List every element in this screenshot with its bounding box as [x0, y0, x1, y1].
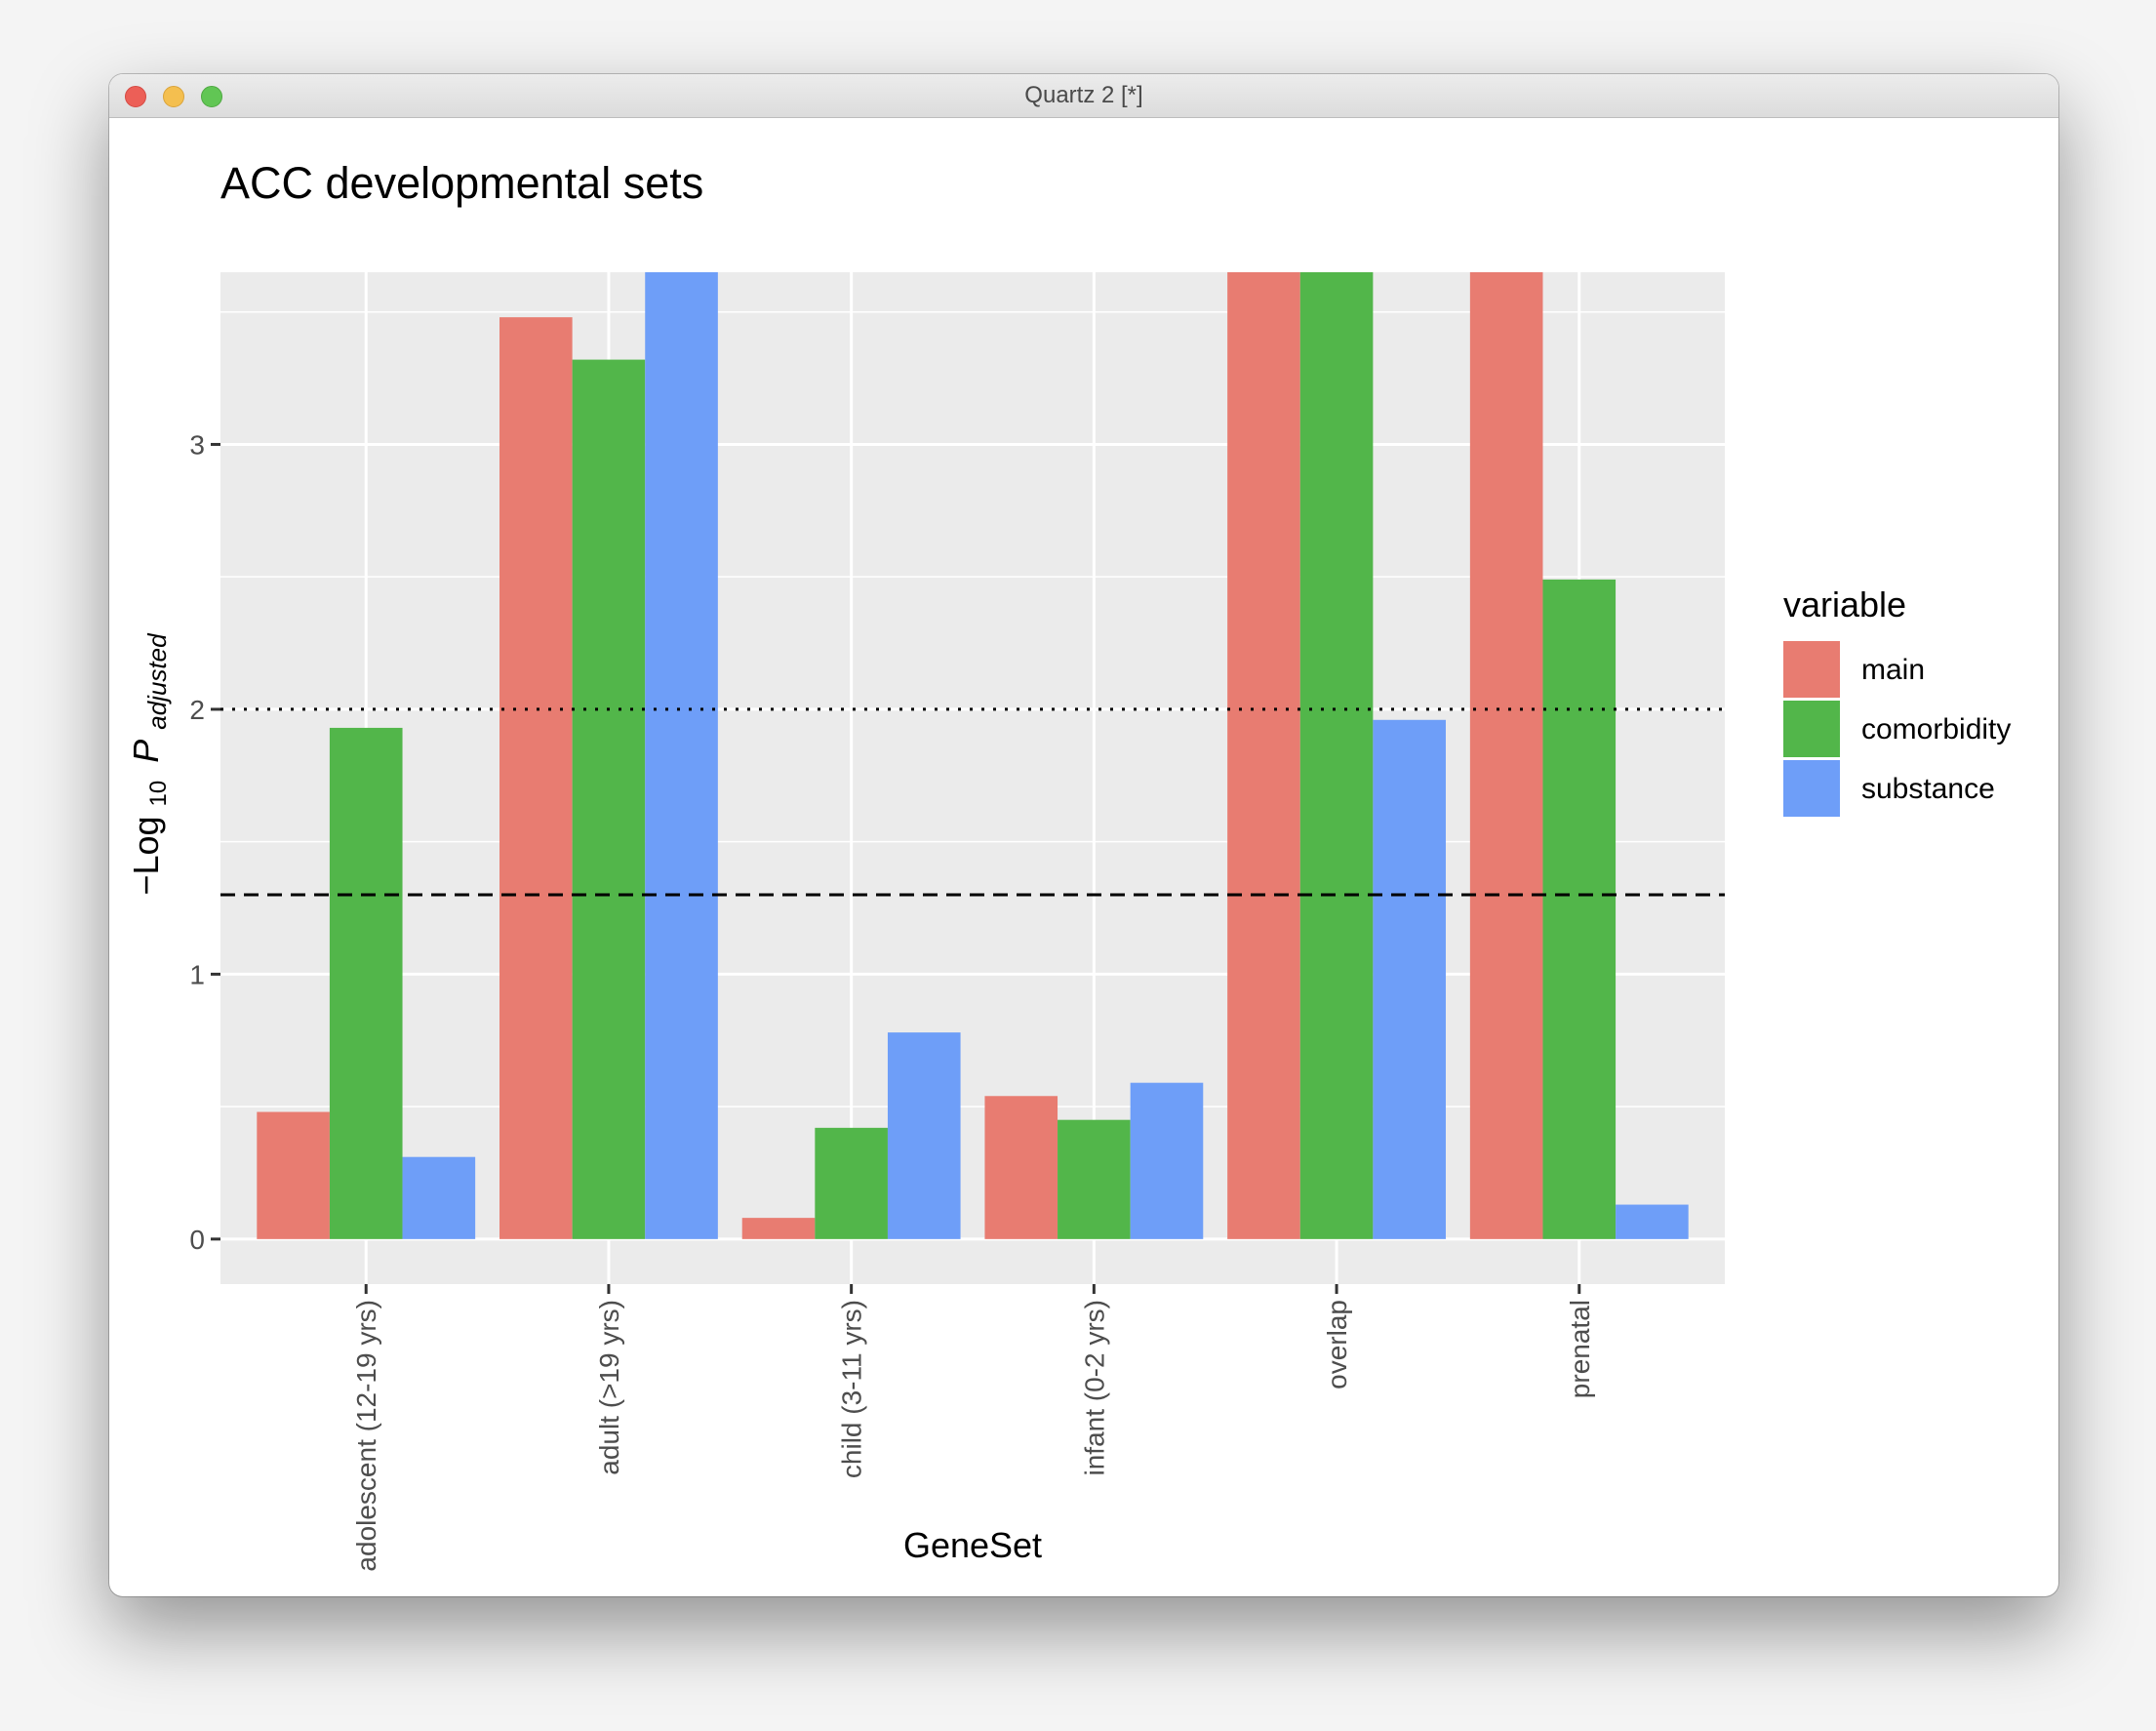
bar-chart: ACC developmental sets 0 1 2 3 adolescent (… — [126, 158, 2011, 1572]
close-button[interactable] — [125, 86, 146, 107]
y-tick-label: 3 — [189, 429, 205, 460]
reference-lines — [220, 707, 1725, 897]
chart-title: ACC developmental sets — [220, 158, 703, 208]
x-tick-label: child (3-11 yrs) — [837, 1300, 867, 1478]
bar-main-0 — [257, 1111, 330, 1239]
bar-substance-1 — [645, 272, 718, 1239]
legend-title: variable — [1783, 584, 1906, 624]
bars — [257, 272, 1689, 1239]
bar-substance-2 — [887, 1032, 961, 1239]
bar-comorbidity-1 — [572, 359, 646, 1239]
bar-comorbidity-4 — [1299, 272, 1374, 1239]
y-tick-label: 1 — [189, 959, 205, 989]
legend-label-comorbidity: comorbidity — [1861, 713, 2011, 745]
y-axis-title-var: P — [126, 740, 166, 763]
bar-substance-4 — [1373, 719, 1446, 1239]
x-tick-label: infant (0-2 yrs) — [1079, 1300, 1109, 1476]
plot-window: Quartz 2 [*] ACC developmental sets 0 1 2 3… — [109, 74, 2058, 1596]
y-axis-title-sub: 10 — [145, 781, 172, 807]
legend-key-substance — [1783, 760, 1840, 817]
bar-main-5 — [1469, 272, 1543, 1239]
bar-comorbidity-2 — [815, 1127, 888, 1239]
window-title: Quartz 2 [*] — [1024, 82, 1143, 108]
x-tick-label: adolescent (12-19 yrs) — [351, 1300, 381, 1572]
legend-key-comorbidity — [1783, 701, 1840, 757]
y-tick-label: 2 — [189, 695, 205, 725]
zoom-button[interactable] — [201, 86, 222, 107]
bar-comorbidity-0 — [329, 727, 403, 1239]
x-tick-label: overlap — [1322, 1300, 1352, 1389]
bar-main-4 — [1227, 272, 1300, 1239]
legend-label-substance: substance — [1861, 773, 1995, 805]
x-tick-label: adult (>19 yrs) — [594, 1300, 624, 1475]
bar-main-1 — [499, 317, 573, 1239]
legend-key-main — [1783, 641, 1840, 698]
y-axis-title-var-sub: adjusted — [142, 632, 172, 730]
bar-substance-3 — [1130, 1082, 1204, 1239]
minimize-button[interactable] — [163, 86, 184, 107]
legend: variable main comorbidity substance — [1783, 584, 2011, 817]
bar-main-3 — [984, 1096, 1058, 1239]
x-tick-label: prenatal — [1565, 1300, 1595, 1398]
bar-substance-5 — [1616, 1204, 1689, 1239]
bar-main-2 — [741, 1218, 816, 1239]
y-axis-title-prefix: −Log — [126, 816, 166, 895]
y-axis: 0 1 2 3 — [189, 429, 220, 1255]
x-axis: adolescent (12-19 yrs) adult (>19 yrs) chi… — [351, 1284, 1595, 1572]
x-axis-title: GeneSet — [903, 1525, 1042, 1565]
window-titlebar[interactable]: Quartz 2 [*] — [109, 74, 2058, 118]
bar-comorbidity-5 — [1542, 579, 1617, 1239]
bar-comorbidity-3 — [1058, 1119, 1131, 1239]
bar-substance-0 — [402, 1156, 476, 1239]
legend-label-main: main — [1861, 654, 1925, 686]
y-tick-label: 0 — [189, 1225, 205, 1255]
y-axis-title: −Log 10 P adjusted — [126, 632, 174, 896]
